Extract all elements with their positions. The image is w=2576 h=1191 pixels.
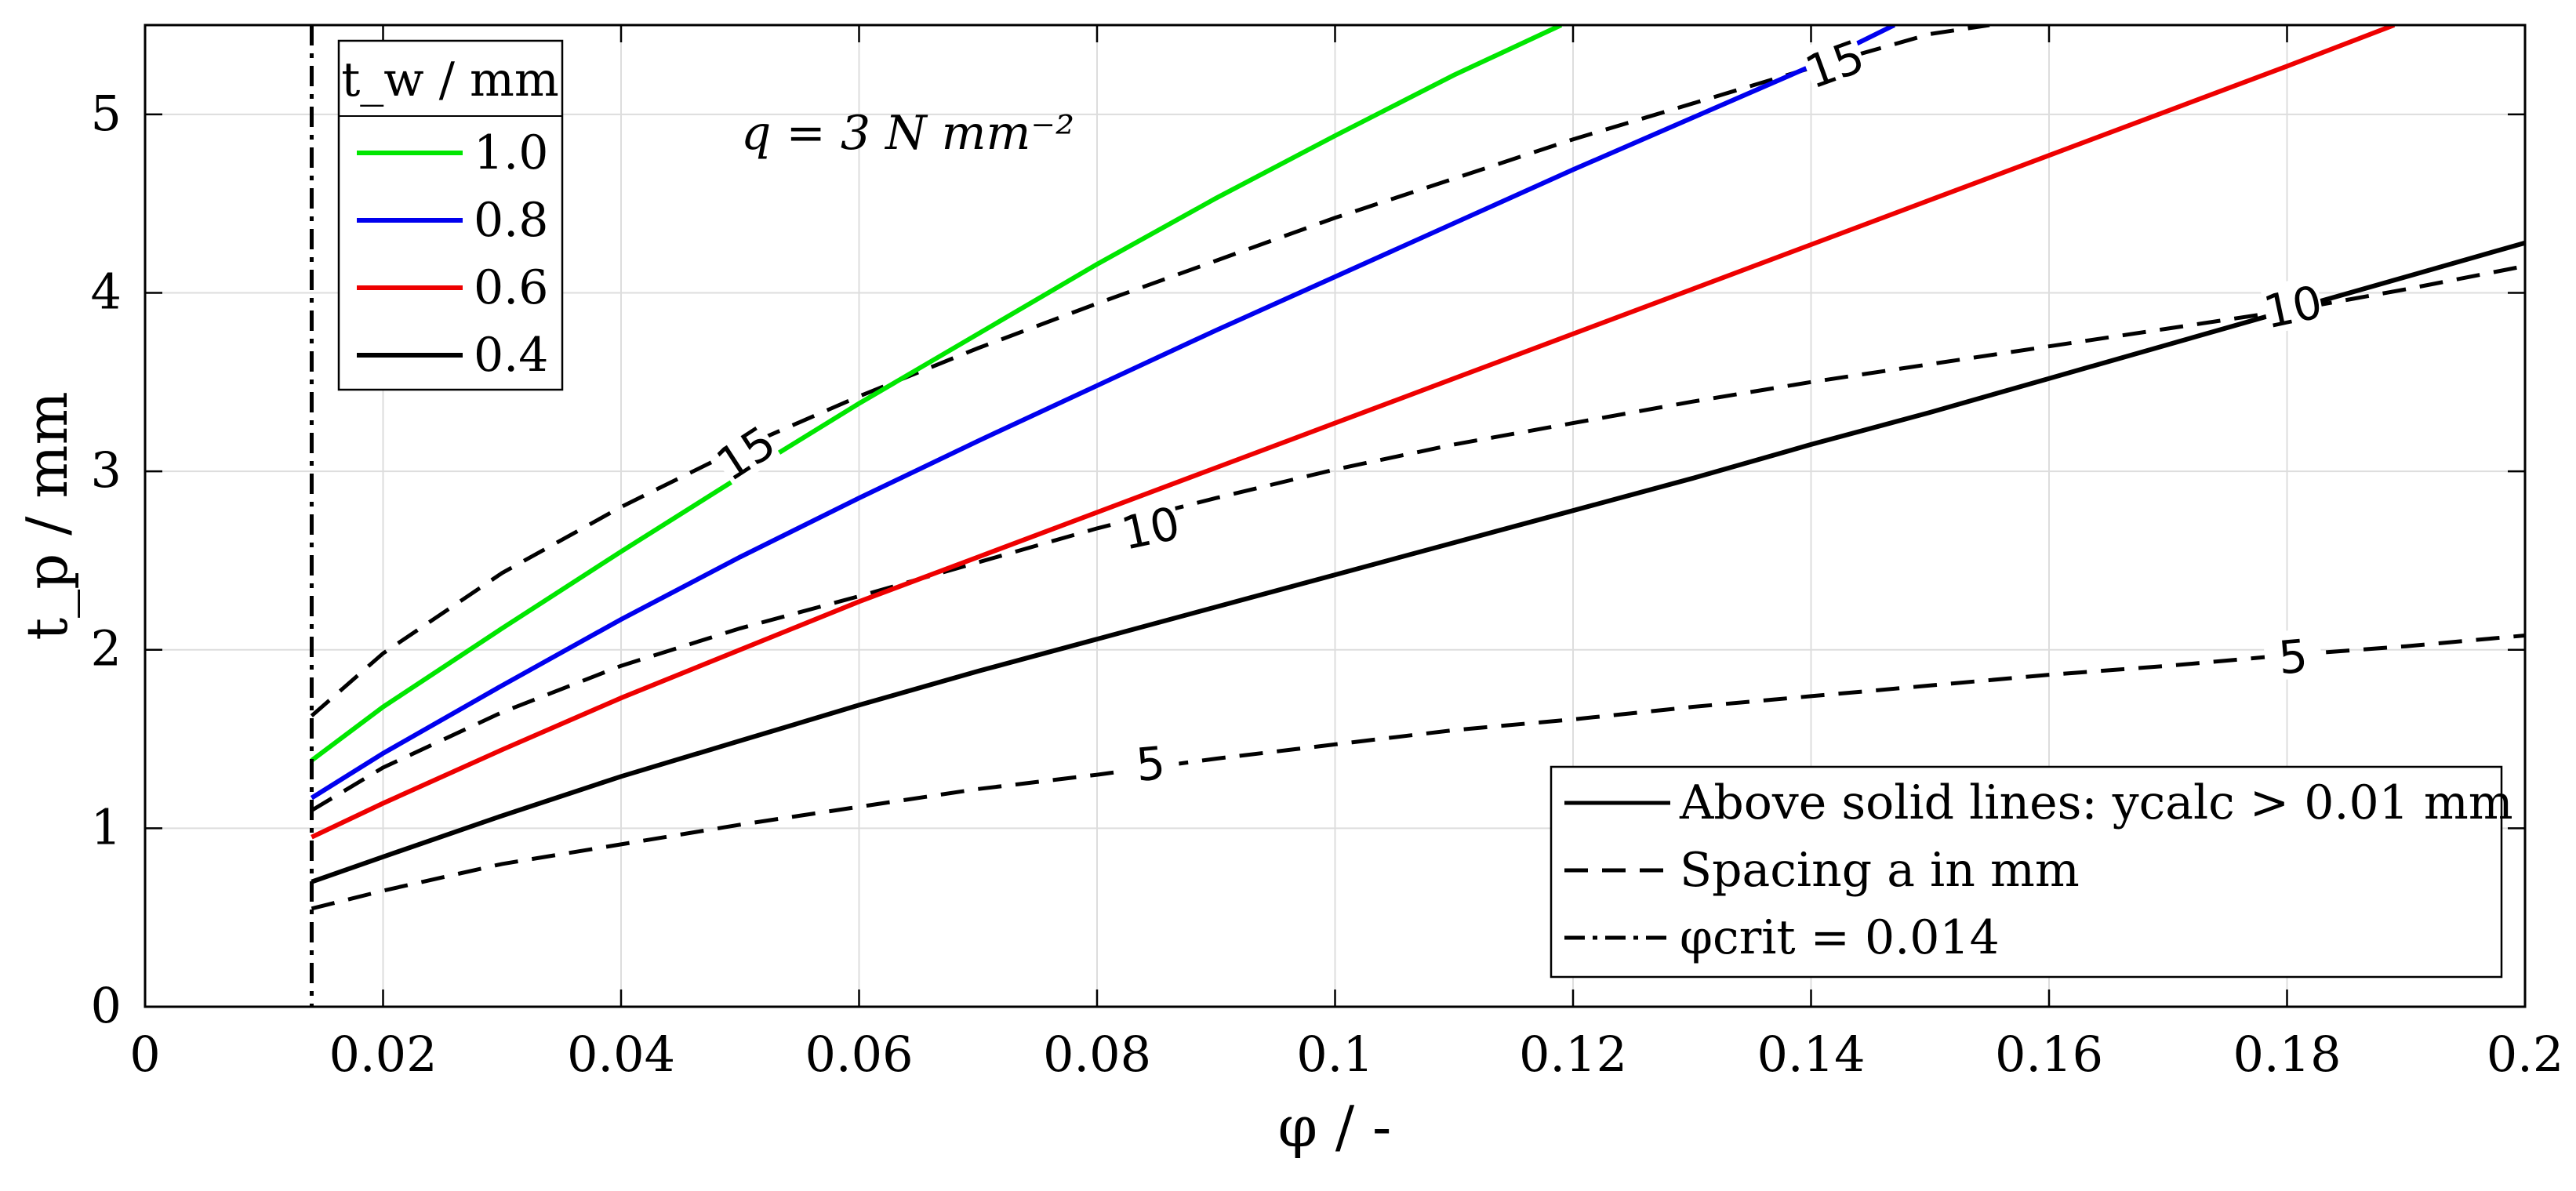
x-tick-label: 0.16 <box>1995 1026 2103 1083</box>
y-tick-label: 5 <box>91 85 122 142</box>
style-legend-box <box>1550 765 2503 979</box>
y-tick-label: 0 <box>91 977 122 1034</box>
style-legend: Above solid lines: ycalc > 0.01 mm Spacin… <box>1550 765 2513 979</box>
contour-label-bg <box>2262 627 2323 681</box>
contour-label-10: 10 <box>1117 496 1184 561</box>
contour-label-bg <box>1120 735 1181 789</box>
contour-line-15 <box>310 25 1990 717</box>
legend-label-0.8: 0.8 <box>474 193 548 248</box>
contour-label-15: 15 <box>707 416 785 492</box>
x-tick-label: 0.08 <box>1043 1026 1151 1083</box>
y-tick-label: 2 <box>91 620 122 677</box>
style-legend-label-dashdot: φcrit = 0.014 <box>1680 910 2000 965</box>
x-tick-label: 0 <box>129 1026 160 1083</box>
contour-label-bg <box>1117 496 1183 556</box>
y-tick-label: 3 <box>91 441 122 499</box>
contour-line-10 <box>311 263 2525 812</box>
annotation-q: q = 3 N mm⁻² <box>741 106 1074 161</box>
series-line-0.8 <box>310 25 1896 801</box>
legend-label-0.6: 0.6 <box>474 260 548 315</box>
x-tick-label: 0.14 <box>1757 1026 1865 1083</box>
axis-ticks: 0 0.02 0.04 0.06 0.08 0.1 0.12 0.14 0.16 0.18 0.2 0… <box>91 25 2564 1083</box>
style-legend-label-dashed: Spacing a in mm <box>1680 843 2080 898</box>
x-tick-label: 0.12 <box>1519 1026 1627 1083</box>
contour-label-bg <box>707 416 782 488</box>
series-legend-box <box>337 39 564 391</box>
series-line-0.6 <box>311 25 2396 840</box>
contour-label-5: 5 <box>2276 629 2310 684</box>
series-legend-title: t_w / mm <box>341 53 559 107</box>
x-tick-label: 0.02 <box>329 1026 437 1083</box>
x-tick-label: 0.1 <box>1296 1026 1374 1083</box>
y-tick-label: 1 <box>91 798 122 855</box>
legend-label-0.4: 0.4 <box>474 328 548 383</box>
contour-label-5: 5 <box>1134 736 1168 792</box>
plot-curves <box>309 25 2525 1007</box>
series-line-1.0 <box>310 25 1563 763</box>
x-tick-label: 0.18 <box>2233 1026 2341 1083</box>
series-line-0.4 <box>311 240 2525 884</box>
x-axis-label: φ / - <box>1278 1094 1392 1160</box>
contour-line-5 <box>311 634 2525 911</box>
contour-label-bg <box>1799 29 1869 95</box>
style-legend-label-solid: Above solid lines: ycalc > 0.01 mm <box>1679 775 2513 830</box>
y-axis-label: t_p / mm <box>14 391 80 641</box>
x-tick-label: 0.2 <box>2487 1026 2564 1083</box>
x-tick-label: 0.06 <box>805 1026 913 1083</box>
series-legend: t_w / mm 1.0 0.8 0.6 0.4 <box>337 39 564 391</box>
contour-label-10: 10 <box>2259 275 2327 340</box>
x-tick-label: 0.04 <box>567 1026 675 1083</box>
contour-label-bg <box>2259 274 2326 335</box>
legend-label-1.0: 1.0 <box>474 125 548 180</box>
y-tick-label: 4 <box>91 263 122 320</box>
